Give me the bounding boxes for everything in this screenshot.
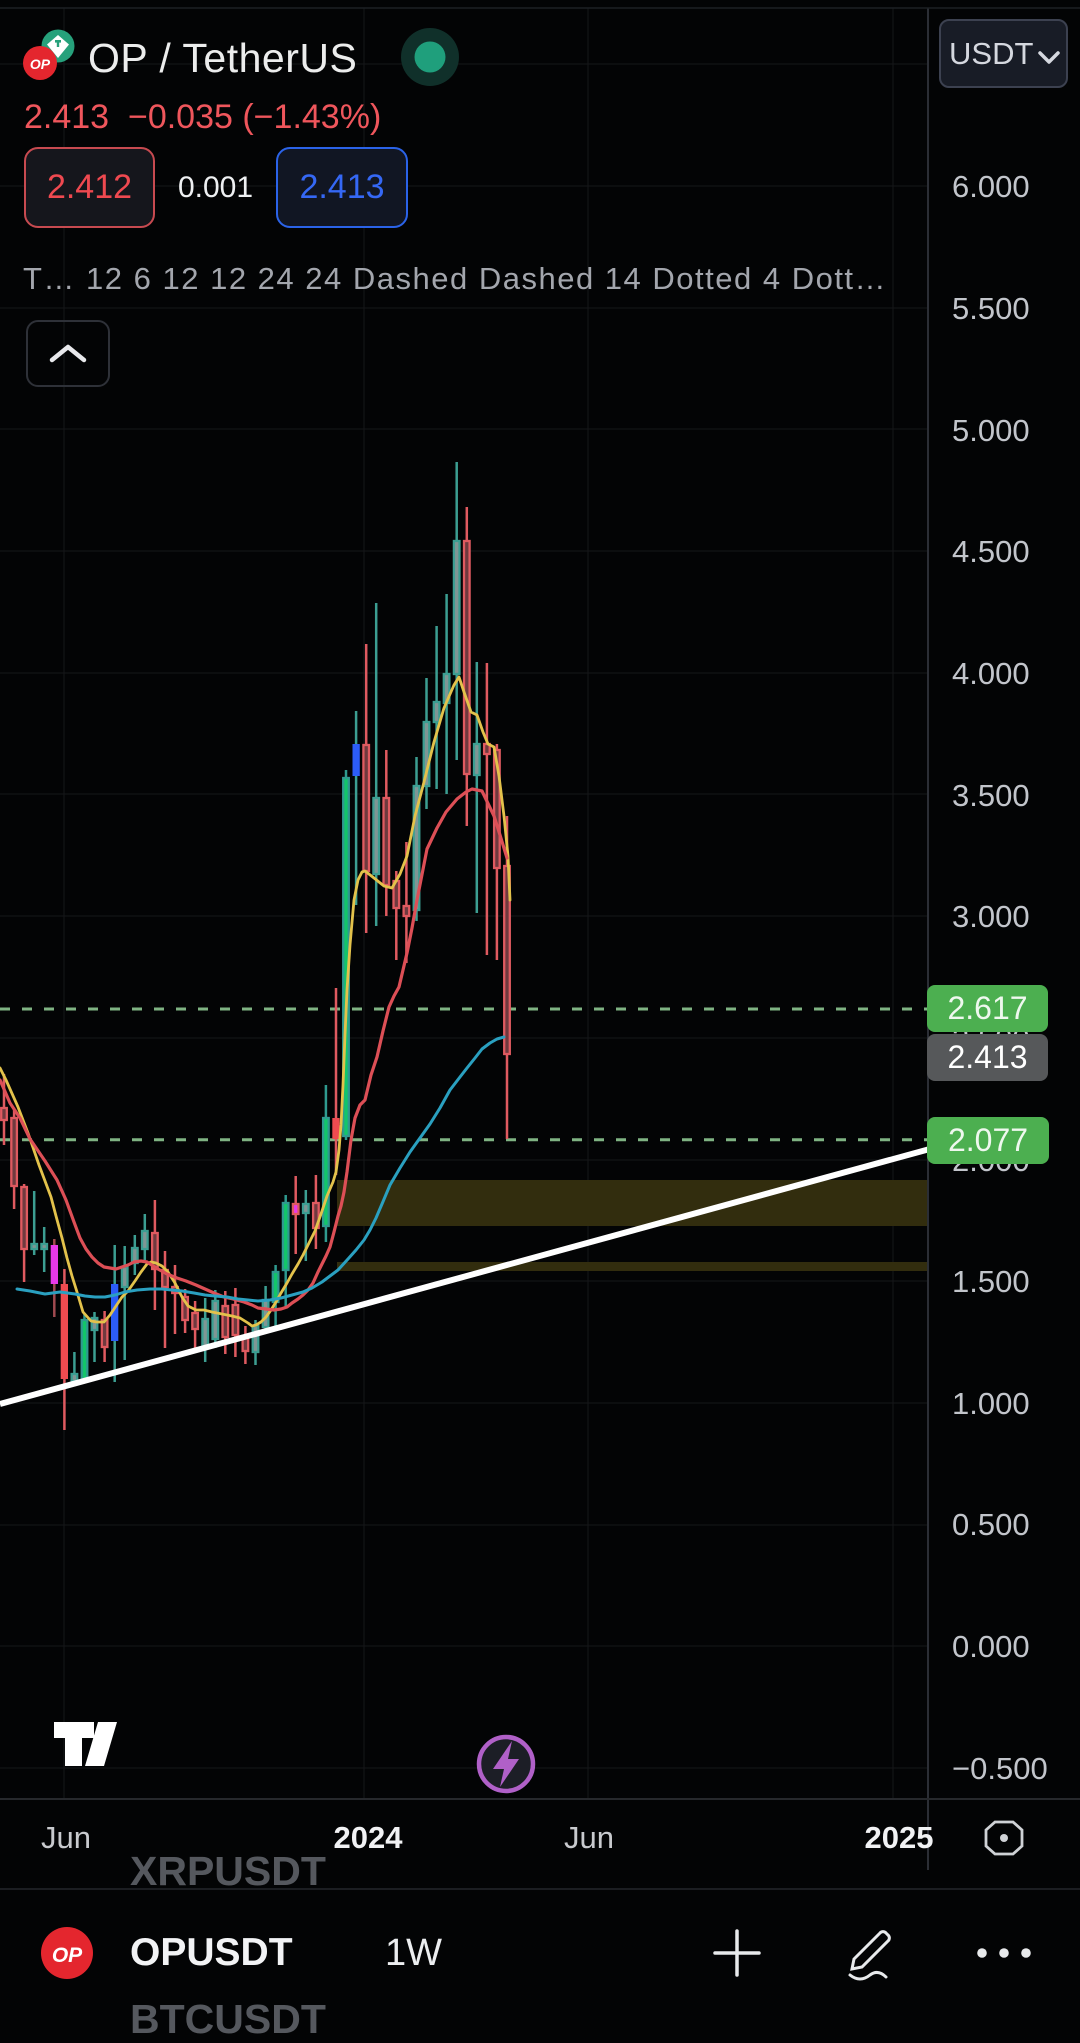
svg-text:4.000: 4.000: [952, 656, 1030, 691]
svg-text:3.000: 3.000: [952, 899, 1030, 934]
svg-text:1.000: 1.000: [952, 1386, 1030, 1421]
svg-text:0.500: 0.500: [952, 1507, 1030, 1542]
svg-text:−0.500: −0.500: [952, 1751, 1048, 1786]
svg-text:OP: OP: [52, 1944, 83, 1967]
svg-text:5.500: 5.500: [952, 291, 1030, 326]
svg-text:1.500: 1.500: [952, 1264, 1030, 1299]
svg-text:3.500: 3.500: [952, 778, 1030, 813]
svg-text:0.000: 0.000: [952, 1629, 1030, 1664]
svg-text:5.000: 5.000: [952, 413, 1030, 448]
svg-text:OP: OP: [30, 56, 51, 72]
svg-text:6.000: 6.000: [952, 169, 1030, 204]
svg-text:4.500: 4.500: [952, 534, 1030, 569]
